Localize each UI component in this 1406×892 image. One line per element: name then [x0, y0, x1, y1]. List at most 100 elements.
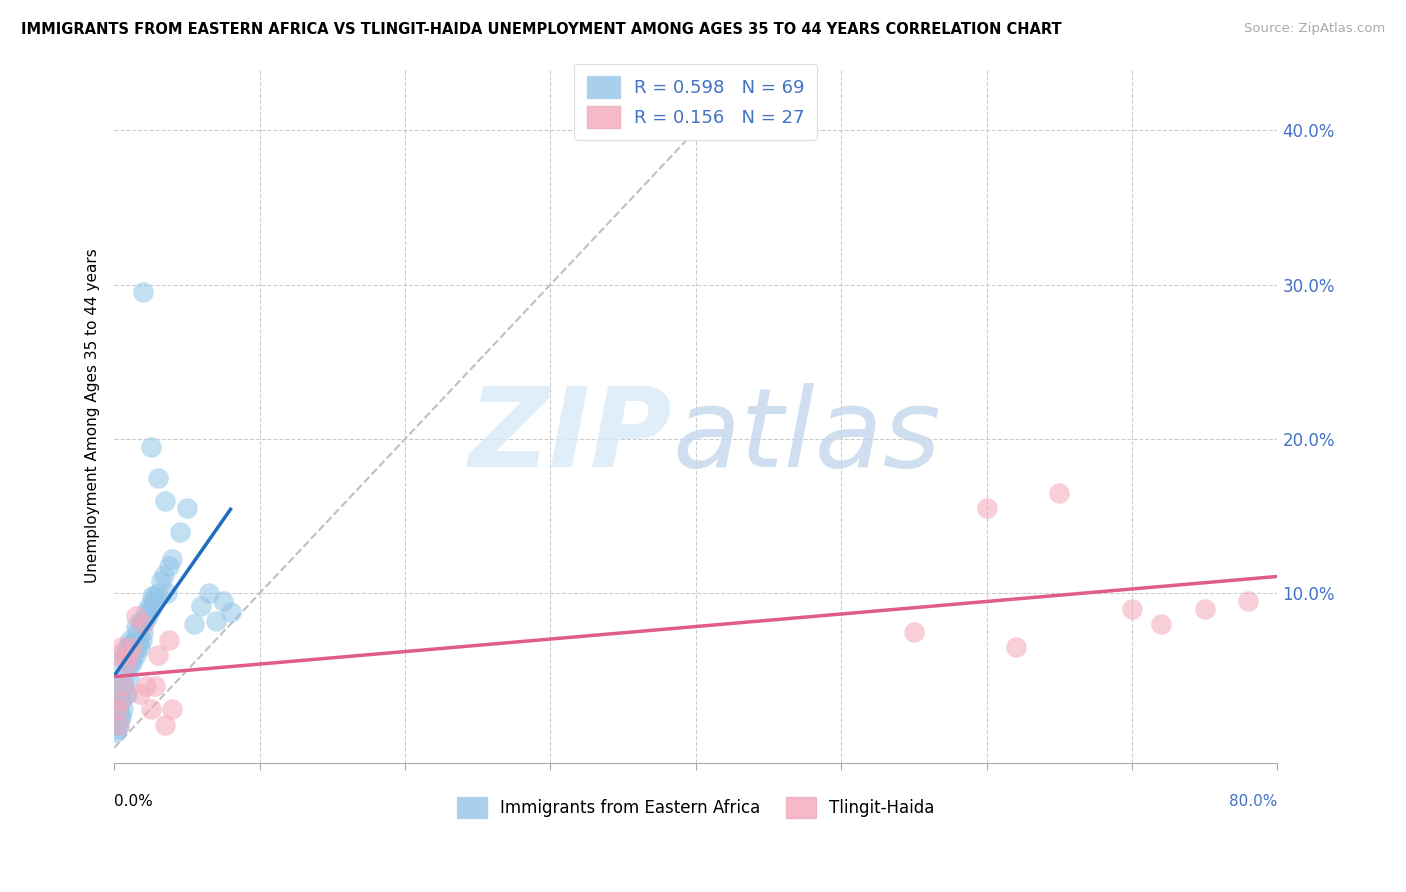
Point — [114, 656, 136, 670]
Point — [136, 609, 159, 624]
Point — [143, 590, 166, 604]
Point — [1121, 601, 1143, 615]
Point — [121, 656, 143, 670]
Point — [125, 609, 148, 624]
Point — [127, 640, 149, 655]
Point — [125, 648, 148, 662]
Point — [183, 617, 205, 632]
Point — [155, 586, 177, 600]
Point — [122, 651, 145, 665]
Point — [121, 640, 143, 655]
Point — [138, 599, 160, 613]
Point — [135, 605, 157, 619]
Point — [118, 656, 141, 670]
Point — [118, 640, 141, 655]
Point — [1237, 594, 1260, 608]
Point — [153, 717, 176, 731]
Point — [129, 614, 152, 628]
Point — [190, 599, 212, 613]
Point — [125, 620, 148, 634]
Text: 80.0%: 80.0% — [1229, 794, 1278, 809]
Point — [105, 710, 128, 724]
Point — [111, 671, 134, 685]
Point — [104, 648, 127, 662]
Point — [134, 614, 156, 628]
Point — [104, 702, 127, 716]
Point — [124, 640, 146, 655]
Point — [114, 648, 136, 662]
Point — [139, 601, 162, 615]
Point — [128, 632, 150, 647]
Point — [169, 524, 191, 539]
Point — [176, 501, 198, 516]
Point — [110, 679, 132, 693]
Point — [153, 493, 176, 508]
Point — [1047, 486, 1070, 500]
Point — [149, 574, 172, 588]
Point — [159, 632, 181, 647]
Point — [120, 632, 142, 647]
Point — [129, 687, 152, 701]
Point — [108, 694, 131, 708]
Legend: Immigrants from Eastern Africa, Tlingit-Haida: Immigrants from Eastern Africa, Tlingit-… — [450, 790, 941, 824]
Point — [205, 614, 228, 628]
Point — [118, 648, 141, 662]
Point — [132, 614, 155, 628]
Point — [117, 687, 139, 701]
Point — [135, 679, 157, 693]
Point — [197, 586, 219, 600]
Point — [107, 702, 129, 716]
Point — [107, 717, 129, 731]
Point — [152, 567, 174, 582]
Point — [139, 702, 162, 716]
Point — [121, 636, 143, 650]
Point — [219, 605, 242, 619]
Point — [118, 671, 141, 685]
Point — [112, 648, 135, 662]
Point — [146, 586, 169, 600]
Point — [159, 558, 181, 573]
Point — [107, 717, 129, 731]
Text: IMMIGRANTS FROM EASTERN AFRICA VS TLINGIT-HAIDA UNEMPLOYMENT AMONG AGES 35 TO 44: IMMIGRANTS FROM EASTERN AFRICA VS TLINGI… — [21, 22, 1062, 37]
Point — [976, 501, 998, 516]
Point — [111, 702, 134, 716]
Point — [110, 656, 132, 670]
Point — [110, 710, 132, 724]
Point — [146, 648, 169, 662]
Text: atlas: atlas — [672, 384, 941, 491]
Point — [131, 632, 153, 647]
Point — [114, 687, 136, 701]
Point — [1150, 617, 1173, 632]
Point — [127, 624, 149, 639]
Point — [104, 717, 127, 731]
Point — [105, 694, 128, 708]
Point — [117, 640, 139, 655]
Point — [108, 710, 131, 724]
Point — [139, 440, 162, 454]
Point — [120, 656, 142, 670]
Point — [146, 470, 169, 484]
Y-axis label: Unemployment Among Ages 35 to 44 years: Unemployment Among Ages 35 to 44 years — [86, 249, 100, 583]
Point — [122, 636, 145, 650]
Point — [129, 640, 152, 655]
Point — [105, 702, 128, 716]
Point — [104, 725, 127, 739]
Point — [142, 594, 165, 608]
Point — [141, 590, 163, 604]
Text: 0.0%: 0.0% — [114, 794, 153, 809]
Point — [132, 624, 155, 639]
Text: Source: ZipAtlas.com: Source: ZipAtlas.com — [1244, 22, 1385, 36]
Point — [903, 624, 925, 639]
Point — [107, 687, 129, 701]
Text: ZIP: ZIP — [470, 384, 672, 491]
Point — [1194, 601, 1216, 615]
Point — [1004, 640, 1026, 655]
Point — [132, 617, 155, 632]
Point — [212, 594, 235, 608]
Point — [132, 285, 155, 300]
Point — [105, 722, 128, 736]
Point — [110, 694, 132, 708]
Point — [162, 702, 184, 716]
Point — [162, 552, 184, 566]
Point — [110, 640, 132, 655]
